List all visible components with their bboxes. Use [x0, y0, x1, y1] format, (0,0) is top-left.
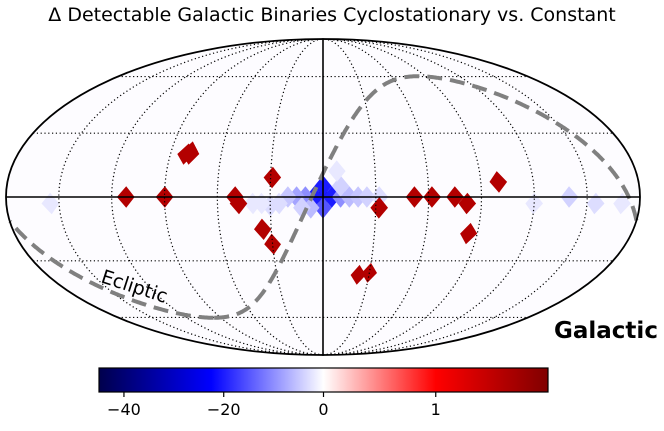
map-outline: [5, 38, 641, 356]
sky-pixel: [613, 192, 631, 215]
sky-pixel: [370, 197, 388, 219]
sky-pixel: [264, 233, 281, 255]
chart-title: Δ Detectable Galactic Binaries Cyclostat…: [48, 4, 616, 26]
ecliptic-path: [8, 220, 214, 320]
sky-pixel: [270, 192, 288, 215]
ecliptic-curve: [8, 74, 639, 320]
ecliptic-path: [213, 74, 639, 320]
sky-pixel: [229, 192, 248, 215]
sky-pixel: [243, 192, 262, 215]
colorbar-tick-label: −40: [107, 400, 141, 419]
sky-pixel: [586, 192, 605, 215]
colorbar: −40 −20 0 1: [98, 367, 549, 419]
colorbar-tick-label: 1: [431, 400, 441, 419]
sky-pixel: [254, 218, 272, 240]
sky-pixel: [328, 160, 346, 182]
meridian-line: [322, 38, 377, 356]
sky-pixel: [460, 222, 478, 245]
sky-pixel: [41, 192, 60, 215]
sky-pixel: [458, 192, 477, 215]
meridian-line: [269, 38, 324, 356]
map-axes: [5, 38, 641, 356]
coordinate-system-label: Galactic: [554, 318, 658, 344]
colorbar-tick-label: −20: [207, 400, 241, 419]
colorbar-tick-label: 0: [318, 400, 328, 419]
sky-pixel: [350, 264, 366, 285]
sky-pixel: [489, 171, 508, 193]
colorbar-gradient: [98, 367, 549, 393]
sky-pixel: [263, 166, 282, 189]
sky-pixel: [177, 143, 195, 165]
